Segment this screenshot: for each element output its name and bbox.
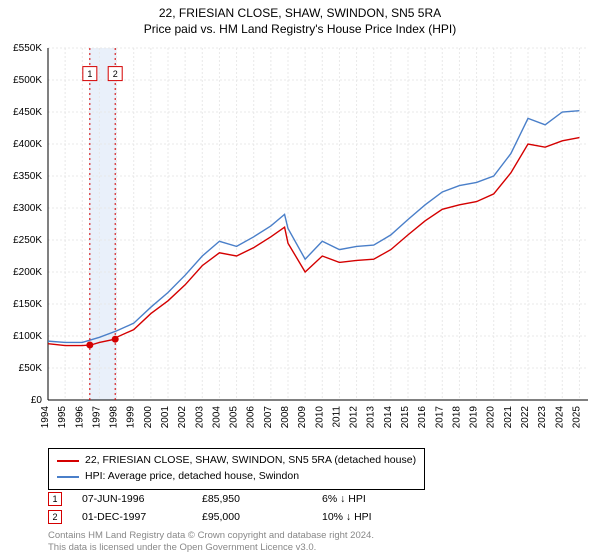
svg-text:£350K: £350K xyxy=(13,171,42,182)
svg-text:2022: 2022 xyxy=(520,406,531,429)
svg-text:1998: 1998 xyxy=(109,406,120,429)
svg-text:2: 2 xyxy=(113,69,118,79)
events-table: 1 07-JUN-1996 £85,950 6% ↓ HPI 2 01-DEC-1997 £… xyxy=(48,490,422,526)
svg-text:2002: 2002 xyxy=(177,406,188,429)
svg-text:2009: 2009 xyxy=(297,406,308,429)
svg-text:2025: 2025 xyxy=(571,406,582,429)
svg-text:2015: 2015 xyxy=(400,406,411,429)
svg-text:£550K: £550K xyxy=(13,43,42,54)
svg-text:1: 1 xyxy=(87,69,92,79)
line-chart: £0 £50K £100K £150K £200K £250K £300K £350K £400… xyxy=(0,40,600,440)
svg-text:1999: 1999 xyxy=(126,406,137,429)
legend-label: HPI: Average price, detached house, Swin… xyxy=(85,469,299,485)
svg-text:£300K: £300K xyxy=(13,203,42,214)
svg-text:£0: £0 xyxy=(31,395,43,406)
footer-line-1: Contains HM Land Registry data © Crown c… xyxy=(48,530,374,542)
legend-swatch xyxy=(57,476,79,478)
svg-text:£150K: £150K xyxy=(13,299,42,310)
svg-text:2021: 2021 xyxy=(503,406,514,429)
svg-text:2014: 2014 xyxy=(383,406,394,429)
svg-text:2004: 2004 xyxy=(211,406,222,429)
event-row: 2 01-DEC-1997 £95,000 10% ↓ HPI xyxy=(48,508,422,526)
svg-text:2023: 2023 xyxy=(537,406,548,429)
event-price: £95,000 xyxy=(202,511,302,523)
legend-item: 22, FRIESIAN CLOSE, SHAW, SWINDON, SN5 5… xyxy=(57,453,416,469)
svg-text:2008: 2008 xyxy=(280,406,291,429)
title-line-2: Price paid vs. HM Land Registry's House … xyxy=(0,22,600,38)
event-pct: 10% ↓ HPI xyxy=(322,511,422,523)
event-marker-box: 1 xyxy=(48,492,62,506)
svg-text:2016: 2016 xyxy=(417,406,428,429)
svg-text:2010: 2010 xyxy=(314,406,325,429)
svg-text:2019: 2019 xyxy=(469,406,480,429)
event-pct: 6% ↓ HPI xyxy=(322,493,422,505)
svg-text:2018: 2018 xyxy=(451,406,462,429)
footer-line-2: This data is licensed under the Open Gov… xyxy=(48,542,374,554)
event-date: 07-JUN-1996 xyxy=(82,493,182,505)
svg-text:£50K: £50K xyxy=(19,363,43,374)
svg-text:2012: 2012 xyxy=(349,406,360,429)
svg-text:1994: 1994 xyxy=(40,406,51,429)
legend-label: 22, FRIESIAN CLOSE, SHAW, SWINDON, SN5 5… xyxy=(85,453,416,469)
svg-text:£450K: £450K xyxy=(13,107,42,118)
svg-text:2001: 2001 xyxy=(160,406,171,429)
event-date: 01-DEC-1997 xyxy=(82,511,182,523)
chart-area: £0 £50K £100K £150K £200K £250K £300K £350K £400… xyxy=(0,40,600,440)
svg-text:2013: 2013 xyxy=(366,406,377,429)
svg-text:1997: 1997 xyxy=(91,406,102,429)
svg-text:1995: 1995 xyxy=(57,406,68,429)
legend-swatch xyxy=(57,460,79,462)
legend-item: HPI: Average price, detached house, Swin… xyxy=(57,469,416,485)
svg-text:£100K: £100K xyxy=(13,331,42,342)
svg-text:2006: 2006 xyxy=(246,406,257,429)
svg-text:2005: 2005 xyxy=(229,406,240,429)
svg-text:£500K: £500K xyxy=(13,75,42,86)
title-line-1: 22, FRIESIAN CLOSE, SHAW, SWINDON, SN5 5… xyxy=(0,6,600,22)
svg-text:£250K: £250K xyxy=(13,235,42,246)
svg-text:£200K: £200K xyxy=(13,267,42,278)
svg-text:2003: 2003 xyxy=(194,406,205,429)
svg-text:2024: 2024 xyxy=(554,406,565,429)
svg-text:2000: 2000 xyxy=(143,406,154,429)
svg-text:2020: 2020 xyxy=(486,406,497,429)
chart-titles: 22, FRIESIAN CLOSE, SHAW, SWINDON, SN5 5… xyxy=(0,0,600,37)
svg-text:2011: 2011 xyxy=(331,406,342,428)
event-price: £85,950 xyxy=(202,493,302,505)
footer-attribution: Contains HM Land Registry data © Crown c… xyxy=(48,530,374,554)
event-row: 1 07-JUN-1996 £85,950 6% ↓ HPI xyxy=(48,490,422,508)
legend: 22, FRIESIAN CLOSE, SHAW, SWINDON, SN5 5… xyxy=(48,448,425,490)
svg-text:£400K: £400K xyxy=(13,139,42,150)
svg-text:2007: 2007 xyxy=(263,406,274,429)
svg-text:1996: 1996 xyxy=(74,406,85,429)
event-marker-box: 2 xyxy=(48,510,62,524)
svg-text:2017: 2017 xyxy=(434,406,445,429)
